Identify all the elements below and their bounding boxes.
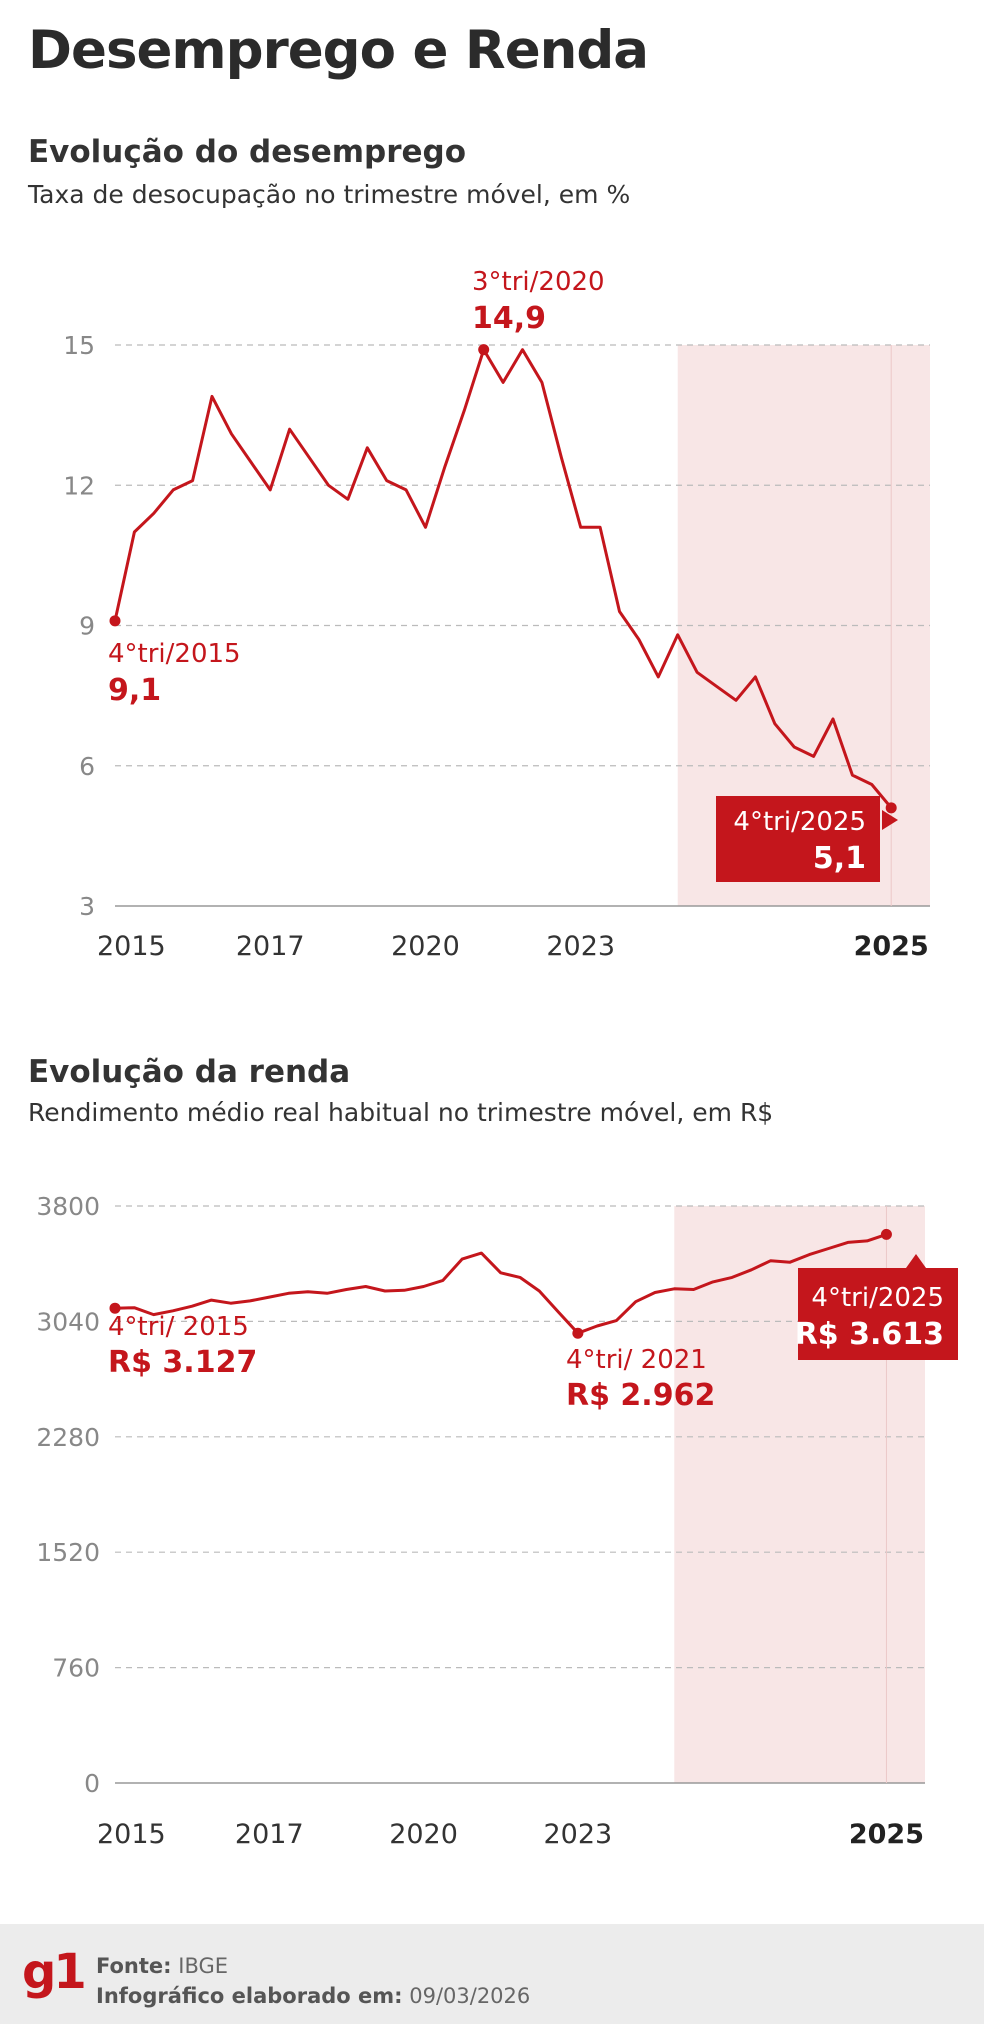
unemployment-chart-subtitle: Taxa de desocupação no trimestre móvel, … — [28, 180, 631, 209]
series-line — [114, 1232, 887, 1335]
income-chart-title: Evolução da renda — [28, 1054, 351, 1090]
annotation-value: R$ 3.613 — [795, 1317, 944, 1352]
annotation-box — [716, 796, 880, 882]
footer: g1 Fonte: IBGE Infográfico elaborado em:… — [0, 1924, 984, 2024]
annotation-label: 4°tri/2025 — [733, 807, 866, 837]
y-tick-label: 12 — [63, 471, 95, 500]
x-tick-label: 2025 — [849, 1819, 924, 1850]
x-tick-label: 2020 — [389, 1819, 458, 1850]
y-tick-label: 3040 — [36, 1307, 100, 1336]
annotation-label: 4°tri/ 2015 — [108, 1312, 249, 1342]
series-line — [113, 348, 893, 809]
x-tick-label: 2023 — [546, 931, 615, 962]
annotation-dot — [109, 615, 121, 627]
x-tick-label: 2017 — [235, 1819, 304, 1850]
y-tick-label: 6 — [79, 752, 95, 781]
annotation-value: R$ 3.127 — [108, 1345, 257, 1380]
annotation-value: 5,1 — [813, 841, 866, 876]
y-tick-label: 9 — [79, 612, 95, 641]
annotation-label: 3°tri/2020 — [472, 267, 605, 297]
annotation-value: 9,1 — [108, 673, 161, 708]
source-line: Fonte: IBGE — [96, 1954, 228, 1978]
unemployment-chart-title: Evolução do desemprego — [28, 134, 467, 170]
annotation-dot — [478, 344, 490, 356]
source-value: IBGE — [178, 1954, 229, 1978]
annotation-box-pointer — [882, 810, 898, 830]
annotation-label: 4°tri/2015 — [108, 639, 241, 669]
annotation-box — [798, 1268, 958, 1360]
annotation-dot — [880, 1228, 892, 1240]
date-value: 09/03/2026 — [409, 1984, 531, 2008]
unemployment-line-chart: 3 6 9 12 15 2015 2017 2020 2023 2025 4°tri/2015 9,1… — [63, 267, 930, 962]
annotation-dot — [572, 1327, 584, 1339]
y-tick-label: 0 — [84, 1769, 100, 1798]
x-tick-label: 2017 — [236, 931, 305, 962]
y-tick-label: 2280 — [36, 1423, 100, 1452]
annotation-label: 4°tri/ 2021 — [566, 1345, 707, 1375]
income-chart-subtitle: Rendimento médio real habitual no trimes… — [28, 1098, 774, 1127]
annotation-label: 4°tri/2025 — [811, 1283, 944, 1313]
x-tick-label: 2020 — [391, 931, 460, 962]
annotation-dot — [885, 802, 897, 814]
date-label: Infográfico elaborado em: — [96, 1984, 403, 2008]
y-tick-label: 760 — [52, 1654, 100, 1683]
date-line: Infográfico elaborado em: 09/03/2026 — [96, 1984, 530, 2008]
y-tick-label: 1520 — [36, 1538, 100, 1567]
source-label: Fonte: — [96, 1954, 172, 1978]
y-tick-label: 3800 — [36, 1192, 100, 1221]
y-tick-label: 3 — [79, 892, 95, 921]
annotation-box-pointer — [906, 1254, 926, 1268]
annotation-value: 14,9 — [472, 301, 546, 336]
x-tick-label: 2015 — [97, 1819, 166, 1850]
annotation-value: R$ 2.962 — [566, 1378, 715, 1413]
x-tick-label: 2015 — [97, 931, 166, 962]
g1-logo[interactable]: g1 — [22, 1944, 87, 2000]
x-tick-label: 2025 — [854, 931, 929, 962]
page-title: Desemprego e Renda — [28, 20, 649, 81]
income-line-chart: 0 760 1520 2280 3040 3800 2015 2017 2020 2023 2025… — [36, 1192, 958, 1850]
y-tick-label: 15 — [63, 331, 95, 360]
x-tick-label: 2023 — [543, 1819, 612, 1850]
annotation-dot — [109, 1302, 121, 1314]
